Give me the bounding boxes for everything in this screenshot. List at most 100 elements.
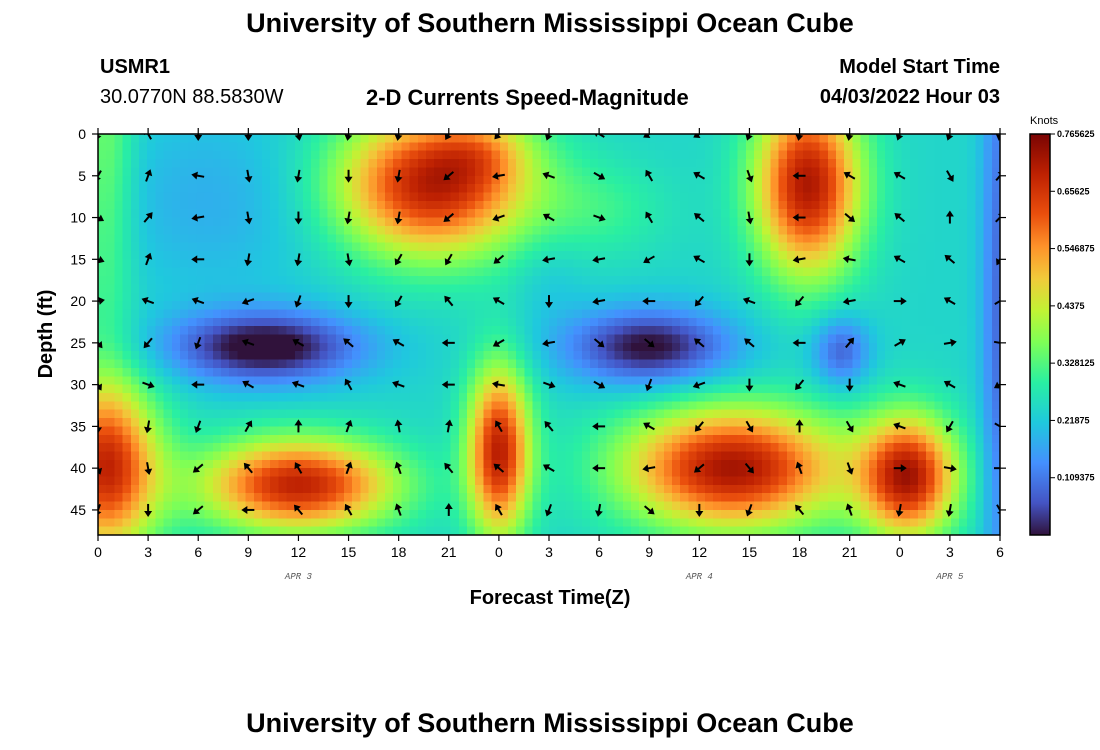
current-vector (191, 255, 205, 264)
current-vector (194, 420, 202, 433)
current-vector (695, 503, 704, 517)
current-vector (244, 253, 253, 267)
current-vector (291, 380, 305, 389)
current-vector (392, 338, 405, 347)
current-vector (845, 337, 855, 349)
current-vector (545, 295, 553, 309)
chart-subtitle: 2-D Currents Speed-Magnitude (366, 85, 689, 110)
current-vector (294, 211, 303, 225)
date-label: APR 4 (685, 572, 713, 582)
y-tick-label: 35 (70, 418, 86, 434)
current-vector (693, 338, 705, 348)
current-vector (491, 172, 505, 180)
current-vector (344, 295, 353, 309)
current-vector (241, 505, 255, 514)
heatmap-raster (98, 134, 1000, 535)
current-vector (844, 212, 856, 223)
current-vector (492, 214, 505, 222)
current-vector (244, 420, 253, 433)
current-vector (345, 461, 353, 475)
current-vector (943, 380, 956, 389)
y-tick-label: 20 (70, 293, 86, 309)
page-title: University of Southern Mississippi Ocean… (246, 8, 854, 38)
current-vector (792, 338, 806, 347)
current-vector (542, 464, 555, 473)
current-vector (343, 338, 354, 348)
current-vector (294, 295, 302, 308)
current-vector (895, 134, 904, 141)
colorbar-tick-label: 0.4375 (1057, 301, 1085, 311)
current-vector (144, 503, 153, 517)
current-vector (592, 255, 606, 264)
current-vector (792, 213, 806, 222)
current-vector (191, 380, 205, 389)
current-vector (694, 295, 704, 307)
current-vector (894, 338, 906, 347)
current-vector (444, 295, 454, 307)
current-vector (893, 171, 906, 180)
y-tick-label: 40 (70, 460, 86, 476)
current-vector (344, 134, 353, 141)
x-tick-label: 9 (244, 544, 252, 560)
current-vector (143, 337, 153, 349)
current-vector (643, 255, 655, 264)
current-vector (593, 338, 605, 348)
current-vector (344, 503, 353, 516)
current-vector (795, 295, 805, 307)
colorbar: Knots 0.765625 0.65625 0.546875 0.4375 0.328… (1029, 115, 1095, 536)
current-vector (745, 211, 754, 225)
current-vector (98, 296, 105, 305)
current-vector (143, 212, 153, 223)
current-vector (795, 461, 803, 475)
current-vector (893, 297, 907, 306)
current-vector (394, 253, 403, 266)
current-vector (694, 421, 704, 432)
current-vector (894, 213, 906, 223)
current-vector (241, 297, 255, 306)
current-vector (344, 378, 353, 391)
current-vector (795, 379, 805, 390)
x-tick-label: 21 (441, 544, 457, 560)
current-vector (394, 295, 403, 308)
current-vector (746, 169, 754, 183)
current-vector (795, 419, 804, 433)
current-vector (244, 134, 253, 141)
current-vector (993, 340, 1000, 345)
x-tick-label: 0 (896, 544, 904, 560)
current-vector (194, 336, 202, 350)
current-vector (141, 296, 155, 305)
current-vector (445, 419, 453, 433)
current-vector (592, 297, 606, 306)
current-vector (543, 381, 556, 389)
current-vector (441, 338, 455, 347)
current-vector (745, 503, 753, 517)
x-axis-title: Forecast Time(Z) (470, 587, 631, 609)
current-vector (344, 169, 353, 183)
date-labels: APR 3 APR 4 APR 5 (284, 572, 964, 582)
current-vector (493, 463, 505, 473)
current-vector (292, 338, 305, 347)
current-vector (492, 338, 505, 347)
y-axis: 0 5 10 15 20 25 30 35 40 45 (70, 126, 1006, 518)
current-vector (643, 338, 655, 348)
y-tick-label: 25 (70, 335, 86, 351)
current-vector (394, 169, 403, 183)
current-vector (643, 505, 655, 515)
x-tick-label: 3 (144, 544, 152, 560)
current-vector (592, 464, 606, 473)
current-vector (845, 378, 854, 392)
current-vector (344, 211, 353, 225)
current-vector (144, 462, 153, 476)
current-vector (294, 419, 303, 433)
current-vector (945, 210, 954, 224)
current-vector (98, 337, 103, 349)
current-vector (243, 462, 253, 474)
current-vector (191, 296, 205, 305)
current-vector (742, 296, 756, 305)
current-vector (645, 378, 653, 392)
current-vector (444, 253, 453, 266)
speed-heatmap (98, 134, 1000, 535)
current-vector (792, 255, 806, 264)
current-vector (994, 297, 1000, 305)
